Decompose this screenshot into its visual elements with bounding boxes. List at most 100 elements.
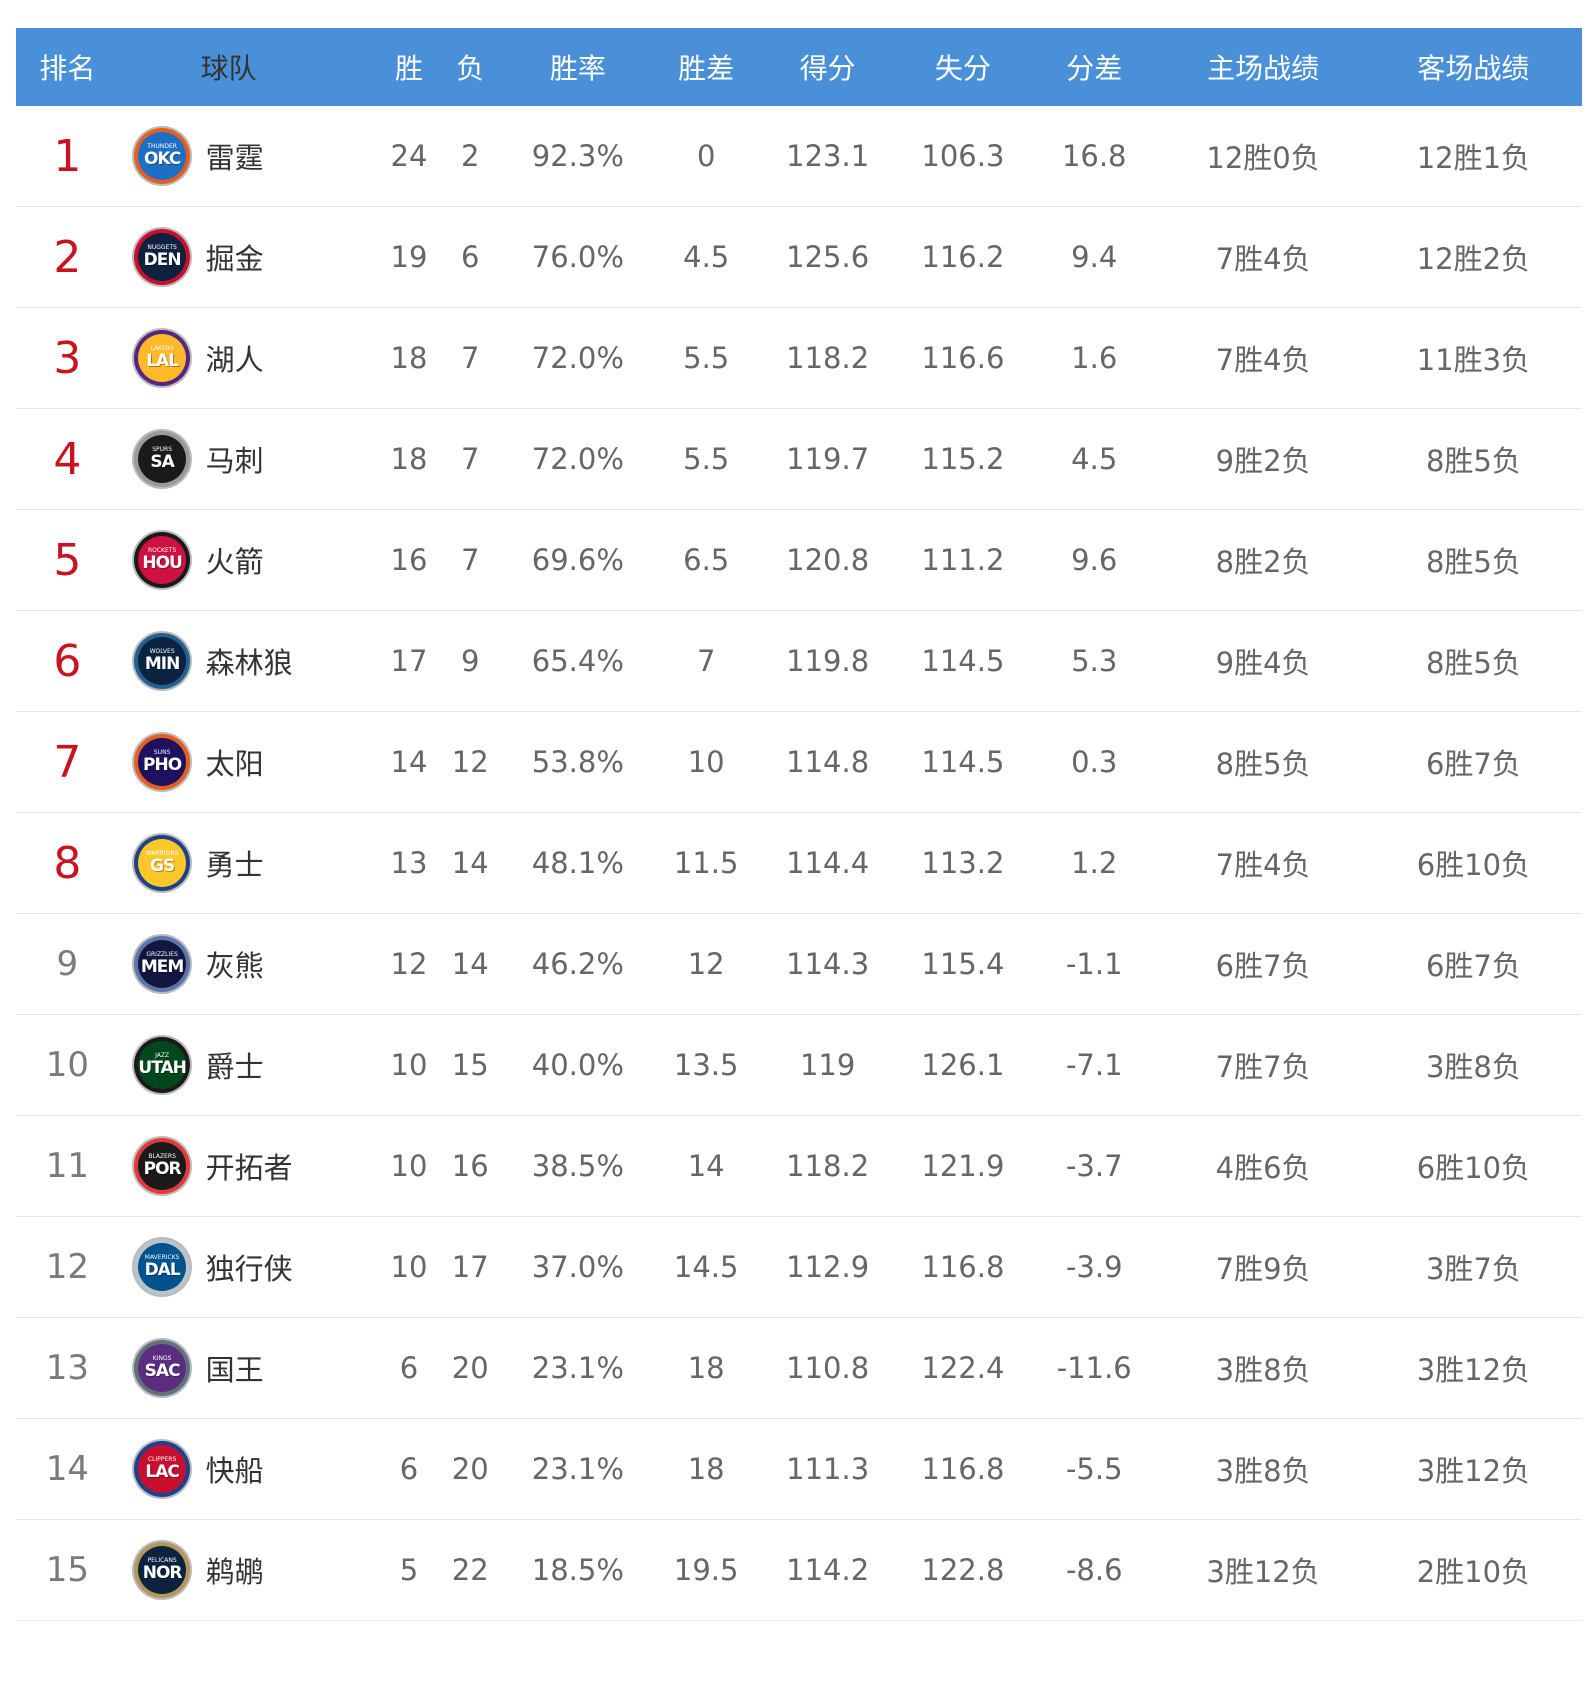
- point-diff-cell: -7.1: [1065, 1048, 1123, 1082]
- points-for-cell: 114.8: [786, 745, 870, 779]
- losses-cell: 7: [460, 442, 480, 476]
- wins-cell: 18: [390, 341, 428, 375]
- points-against-cell: 115.2: [921, 442, 1005, 476]
- team-logo-cell: NUGGETS DEN: [119, 229, 206, 285]
- point-diff-cell: -8.6: [1065, 1553, 1123, 1587]
- team-logo-cell: THUNDER OKC: [119, 128, 206, 184]
- win-pct-cell: 18.5%: [531, 1553, 624, 1587]
- points-against-cell: 116.6: [921, 341, 1005, 375]
- table-row: 6 WOLVES MIN 森林狼 17 9 65.4% 7 119.8 114.5 5.3 9胜4负 8…: [16, 611, 1582, 712]
- table-row: 15 PELICANS NOR 鹈鹕 5 22 18.5% 19.5 114.2 122.8 -8.…: [16, 1520, 1582, 1621]
- points-for-cell: 119: [799, 1048, 856, 1082]
- point-diff-cell: 1.6: [1071, 341, 1118, 375]
- table-row: 11 BLAZERS POR 开拓者 10 16 38.5% 14 118.2 121.9 -3.7…: [16, 1116, 1582, 1217]
- home-record-cell: 7胜4负: [1215, 848, 1311, 882]
- team-logo-badge: JAZZ UTAH: [138, 1041, 187, 1089]
- team-logo-abbr: LAL: [146, 351, 179, 371]
- team-name-cell: 快船: [205, 1454, 264, 1488]
- rank-cell: 2: [53, 231, 82, 283]
- team-logo-icon: WARRIORS GS: [134, 835, 191, 891]
- games-behind-cell: 4.5: [683, 240, 730, 274]
- point-diff-cell: 9.4: [1071, 240, 1118, 274]
- points-against-cell: 115.4: [921, 947, 1005, 981]
- team-logo-badge: PELICANS NOR: [138, 1546, 187, 1594]
- team-logo-cell: ROCKETS HOU: [119, 532, 206, 588]
- home-record-cell: 9胜2负: [1215, 444, 1311, 478]
- team-logo-icon: JAZZ UTAH: [134, 1037, 191, 1093]
- header-team-label: 球队: [200, 52, 257, 85]
- losses-cell: 17: [451, 1250, 489, 1284]
- header-games-behind: 胜差: [678, 52, 735, 85]
- point-diff-cell: -11.6: [1056, 1351, 1132, 1385]
- points-against-cell: 116.2: [921, 240, 1005, 274]
- team-logo-cell: LAKERS LAL: [119, 330, 206, 386]
- team-logo-abbr: DAL: [144, 1260, 181, 1280]
- points-for-cell: 118.2: [786, 341, 870, 375]
- team-logo-wordmark: SUNS: [153, 749, 171, 756]
- point-diff-cell: -5.5: [1065, 1452, 1123, 1486]
- team-name-cell: 灰熊: [205, 949, 264, 983]
- team-logo-cell: MAVERICKS DAL: [119, 1239, 206, 1295]
- points-for-cell: 114.4: [786, 846, 870, 880]
- team-logo-abbr: HOU: [142, 553, 182, 573]
- table-row: 4 SPURS SA 马刺 18 7 72.0% 5.5 119.7 115.2 4.5 9胜2负 8胜…: [16, 409, 1582, 510]
- rank-cell: 12: [45, 1247, 89, 1287]
- games-behind-cell: 0: [696, 139, 716, 173]
- table-header: 排名 球队 胜 负 胜率 胜差 得分 失分 分差 主场战绩 客场战绩: [16, 28, 1582, 106]
- header-wins: 胜: [394, 52, 423, 85]
- losses-cell: 7: [460, 341, 480, 375]
- win-pct-cell: 92.3%: [531, 139, 624, 173]
- points-against-cell: 106.3: [921, 139, 1005, 173]
- wins-cell: 12: [390, 947, 428, 981]
- team-logo-wordmark: SPURS: [152, 446, 173, 453]
- team-logo-icon: ROCKETS HOU: [134, 532, 191, 588]
- team-logo-icon: MAVERICKS DAL: [134, 1239, 191, 1295]
- team-logo-icon: KINGS SAC: [134, 1340, 191, 1396]
- team-name-cell: 湖人: [205, 343, 264, 377]
- team-logo-wordmark: BLAZERS: [148, 1153, 176, 1160]
- team-name-cell: 国王: [205, 1353, 264, 1387]
- points-for-cell: 118.2: [786, 1149, 870, 1183]
- team-logo-icon: SUNS PHO: [134, 734, 191, 790]
- team-logo-abbr: NOR: [142, 1563, 183, 1583]
- team-name-cell: 马刺: [205, 444, 264, 478]
- team-logo-icon: BLAZERS POR: [134, 1138, 191, 1194]
- team-logo-icon: NUGGETS DEN: [134, 229, 191, 285]
- point-diff-cell: -3.7: [1065, 1149, 1123, 1183]
- losses-cell: 9: [460, 644, 480, 678]
- team-logo-abbr: GS: [150, 856, 175, 876]
- points-against-cell: 116.8: [921, 1250, 1005, 1284]
- games-behind-cell: 5.5: [683, 341, 730, 375]
- header-point-diff: 分差: [1066, 52, 1123, 85]
- games-behind-cell: 18: [687, 1351, 725, 1385]
- rank-cell: 1: [53, 130, 82, 182]
- points-against-cell: 113.2: [921, 846, 1005, 880]
- team-logo-icon: CLIPPERS LAC: [134, 1441, 191, 1497]
- wins-cell: 13: [390, 846, 428, 880]
- win-pct-cell: 23.1%: [531, 1351, 624, 1385]
- games-behind-cell: 11.5: [673, 846, 739, 880]
- wins-cell: 10: [390, 1048, 428, 1082]
- table-row: 2 NUGGETS DEN 掘金 19 6 76.0% 4.5 125.6 116.2 9.4 7胜4…: [16, 207, 1582, 308]
- away-record-cell: 3胜12负: [1416, 1353, 1531, 1387]
- team-logo-wordmark: JAZZ: [155, 1052, 170, 1059]
- games-behind-cell: 18: [687, 1452, 725, 1486]
- wins-cell: 17: [390, 644, 428, 678]
- away-record-cell: 6胜10负: [1416, 1151, 1531, 1185]
- point-diff-cell: 1.2: [1071, 846, 1118, 880]
- header-win-pct: 胜率: [549, 52, 606, 85]
- away-record-cell: 8胜5负: [1425, 444, 1521, 478]
- team-logo-cell: BLAZERS POR: [119, 1138, 206, 1194]
- team-logo-abbr: SAC: [144, 1361, 181, 1381]
- points-for-cell: 114.2: [786, 1553, 870, 1587]
- home-record-cell: 6胜7负: [1215, 949, 1311, 983]
- team-name-cell: 雷霆: [205, 141, 264, 175]
- win-pct-cell: 48.1%: [531, 846, 624, 880]
- points-against-cell: 122.8: [921, 1553, 1005, 1587]
- rank-cell: 4: [53, 433, 82, 485]
- team-logo-wordmark: WOLVES: [149, 648, 175, 655]
- points-against-cell: 116.8: [921, 1452, 1005, 1486]
- losses-cell: 20: [451, 1351, 489, 1385]
- table-row: 7 SUNS PHO 太阳 14 12 53.8% 10 114.8 114.5 0.3 8胜5负 6胜…: [16, 712, 1582, 813]
- games-behind-cell: 13.5: [673, 1048, 739, 1082]
